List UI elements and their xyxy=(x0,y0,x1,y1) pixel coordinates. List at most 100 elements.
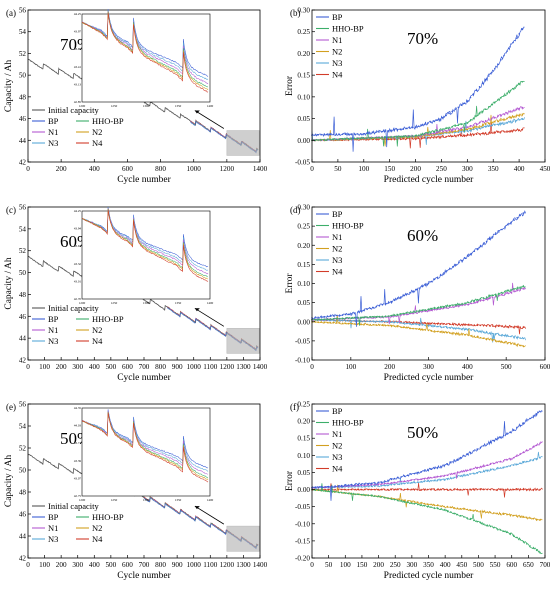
legend-label: HHO-BP xyxy=(92,116,124,126)
marker-n4 xyxy=(469,488,472,491)
marker-bp xyxy=(430,121,432,123)
marker-n3 xyxy=(458,327,460,330)
marker-n2 xyxy=(417,501,419,504)
marker-n1 xyxy=(451,129,454,131)
marker-n2 xyxy=(453,507,455,509)
capacity-panel: (a) 0 200 400 600 800 1000 1200 1400 42 44 46 48 50 52… xyxy=(4,7,268,186)
marker-hho-bp xyxy=(378,315,381,318)
marker-n1 xyxy=(506,112,508,114)
legend-label: N2 xyxy=(332,47,342,57)
marker-n4 xyxy=(424,322,427,325)
marker-n2 xyxy=(450,506,452,509)
marker-n4 xyxy=(519,326,521,329)
marker-hho-bp xyxy=(509,532,512,535)
marker-n3 xyxy=(409,323,411,325)
x-tick-label: 700 xyxy=(540,561,550,569)
marker-n1 xyxy=(410,479,412,482)
marker-hho-bp xyxy=(350,492,353,495)
marker-hho-bp xyxy=(353,137,356,140)
x-tick-label: 900 xyxy=(172,363,183,371)
marker-n3 xyxy=(436,325,439,328)
marker-n2 xyxy=(519,515,521,518)
legend-label: Initial capacity xyxy=(48,501,99,511)
marker-n4 xyxy=(421,322,424,324)
marker-n2 xyxy=(457,129,460,132)
marker-hho-bp xyxy=(387,136,390,138)
marker-n2 xyxy=(504,341,506,344)
marker-n1 xyxy=(457,128,460,130)
y-tick-label: 56 xyxy=(19,401,27,409)
marker-n4 xyxy=(476,488,479,491)
marker-n3 xyxy=(440,478,442,481)
marker-n3 xyxy=(494,333,497,335)
marker-bp xyxy=(424,284,427,286)
marker-n3 xyxy=(367,485,370,488)
marker-bp xyxy=(393,477,396,480)
marker-n3 xyxy=(509,121,511,123)
marker-bp xyxy=(519,214,521,217)
marker-n4 xyxy=(513,326,515,328)
marker-hho-bp xyxy=(341,317,344,320)
marker-n2 xyxy=(484,123,487,126)
marker-hho-bp xyxy=(390,498,393,500)
marker-hho-bp xyxy=(427,132,429,134)
marker-n1 xyxy=(377,483,379,486)
marker-n3 xyxy=(482,331,485,333)
marker-n3 xyxy=(347,319,350,322)
marker-bp xyxy=(321,486,323,488)
marker-bp xyxy=(499,436,502,439)
marker-hho-bp xyxy=(400,500,403,502)
marker-n3 xyxy=(360,320,362,322)
marker-n1 xyxy=(453,472,455,475)
legend-label: N2 xyxy=(92,523,102,533)
marker-n4 xyxy=(472,133,475,136)
marker-bp xyxy=(516,426,518,429)
y-tick-label: 0.15 xyxy=(297,72,310,80)
marker-hho-bp xyxy=(463,122,466,125)
y-tick-label: 46 xyxy=(19,313,27,321)
marker-bp xyxy=(491,236,494,238)
marker-n4 xyxy=(451,135,454,137)
marker-hho-bp xyxy=(464,302,466,304)
marker-hho-bp xyxy=(405,135,408,138)
inset-y-tick-label: 43.13 xyxy=(74,82,82,86)
y-tick-label: 0.20 xyxy=(297,50,310,58)
marker-hho-bp xyxy=(426,505,429,508)
inset-x-tick-label: 1200 xyxy=(79,301,86,305)
marker-n3 xyxy=(393,321,396,324)
y-tick-label: 46 xyxy=(19,511,27,519)
legend-label: N4 xyxy=(332,267,343,277)
marker-n4 xyxy=(500,131,502,133)
marker-n4 xyxy=(504,325,506,328)
marker-hho-bp xyxy=(450,511,452,513)
marker-n3 xyxy=(516,463,518,466)
marker-n1 xyxy=(481,120,484,123)
marker-hho-bp xyxy=(335,317,338,320)
marker-n3 xyxy=(407,482,409,484)
marker-hho-bp xyxy=(446,510,449,512)
x-tick-label: 100 xyxy=(340,561,351,569)
marker-n3 xyxy=(378,320,381,323)
marker-hho-bp xyxy=(451,125,454,128)
x-tick-label: 400 xyxy=(89,363,100,371)
marker-bp xyxy=(317,134,319,136)
marker-n3 xyxy=(521,118,524,120)
marker-n2 xyxy=(466,128,469,131)
marker-bp xyxy=(469,451,472,454)
x-tick-label: 350 xyxy=(488,165,499,173)
marker-hho-bp xyxy=(420,504,422,506)
x-tick-label: 1000 xyxy=(187,363,202,371)
inset-series-n1 xyxy=(81,208,209,275)
marker-n1 xyxy=(393,481,396,484)
marker-bp xyxy=(408,127,411,129)
marker-hho-bp xyxy=(469,518,472,521)
marker-bp xyxy=(417,471,419,474)
marker-hho-bp xyxy=(418,310,421,312)
marker-n2 xyxy=(448,131,450,133)
marker-bp xyxy=(522,422,525,424)
marker-n4 xyxy=(420,488,422,491)
marker-n2 xyxy=(384,324,387,327)
marker-n4 xyxy=(499,488,502,491)
x-tick-label: 200 xyxy=(410,165,421,173)
legend-label: N1 xyxy=(332,232,342,242)
